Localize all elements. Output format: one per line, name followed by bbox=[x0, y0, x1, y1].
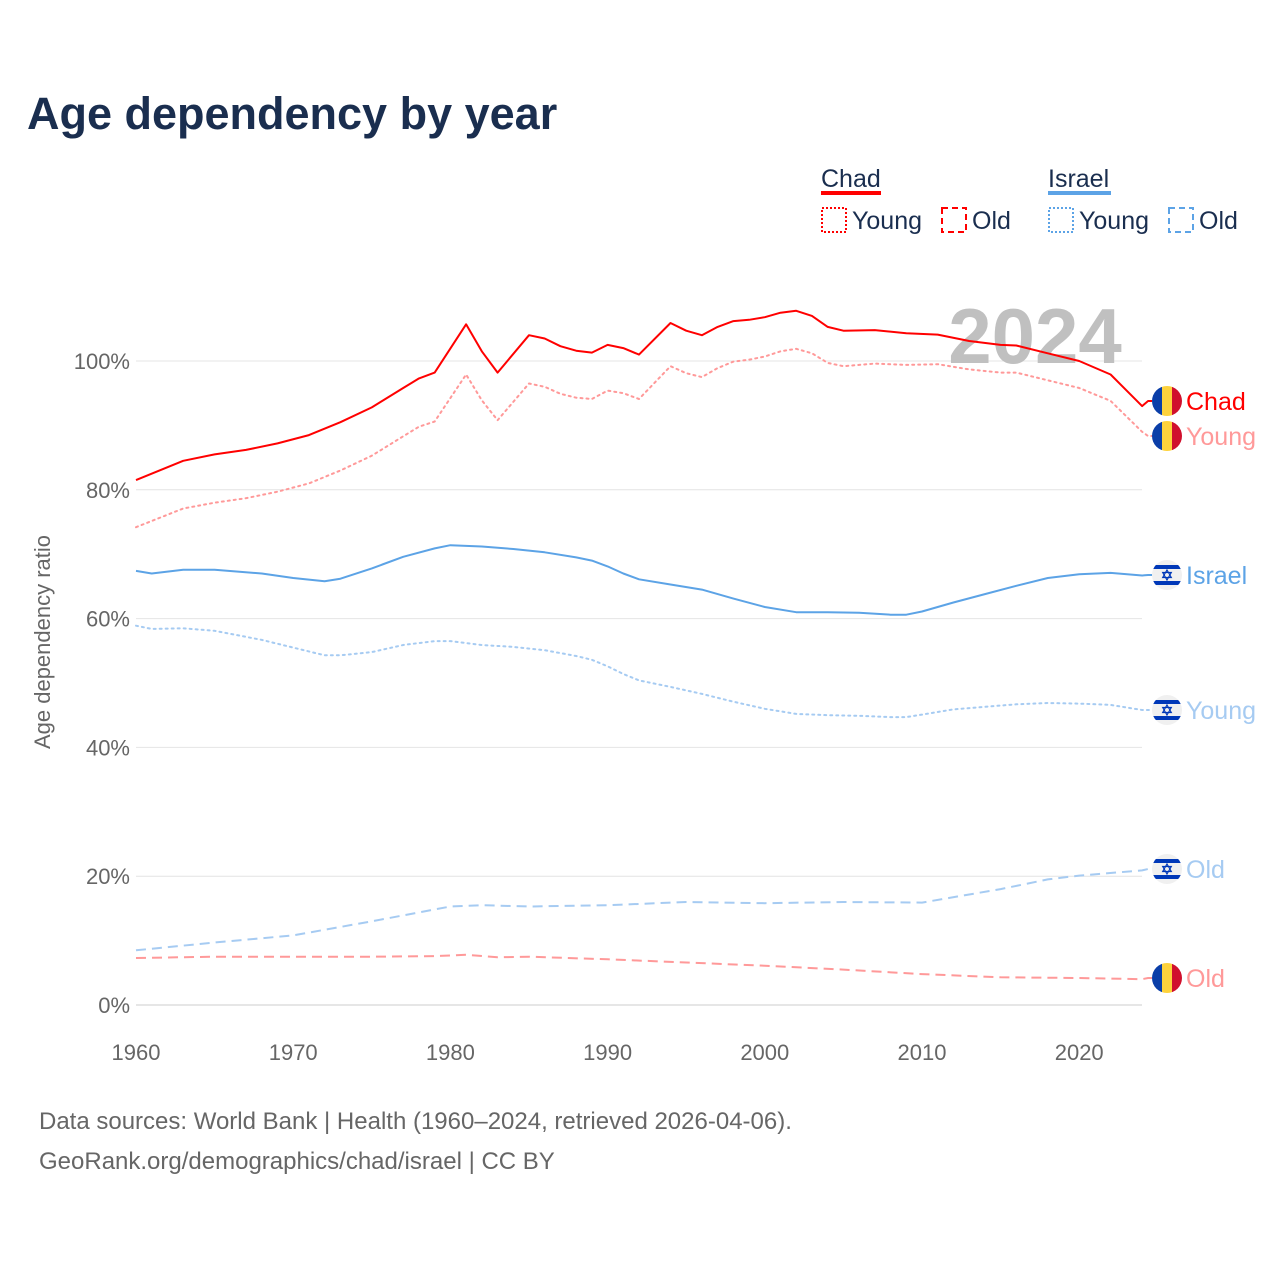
x-tick-label: 2020 bbox=[1055, 1040, 1104, 1065]
end-label-chad-old: Old bbox=[1186, 965, 1225, 993]
chad-flag-icon bbox=[1152, 386, 1182, 416]
x-tick-label: 1990 bbox=[583, 1040, 632, 1065]
legend-chad-old-swatch bbox=[941, 207, 967, 233]
legend-israel-old-swatch bbox=[1168, 207, 1194, 233]
legend-israel[interactable]: Israel bbox=[1048, 165, 1109, 193]
israel-flag-icon bbox=[1152, 695, 1182, 725]
legend-israel-old[interactable]: Old bbox=[1199, 207, 1238, 235]
israel-flag-icon bbox=[1152, 560, 1182, 590]
x-tick-label: 1980 bbox=[426, 1040, 475, 1065]
x-tick-label: 2000 bbox=[740, 1040, 789, 1065]
end-label-israel-total: Israel bbox=[1186, 562, 1247, 590]
end-label-israel-old: Old bbox=[1186, 856, 1225, 884]
legend-chad-young-swatch bbox=[821, 207, 847, 233]
end-label-israel-young: Young bbox=[1186, 697, 1256, 725]
y-tick-label: 80% bbox=[86, 478, 130, 503]
end-label-chad-total: Chad bbox=[1186, 388, 1246, 416]
series-line-chad-old bbox=[135, 953, 1152, 981]
series-line-chad-young bbox=[135, 347, 1153, 529]
israel-flag-icon bbox=[1152, 854, 1182, 884]
series-line-israel-old bbox=[135, 868, 1152, 952]
legend-israel-young-swatch bbox=[1048, 207, 1074, 233]
legend-chad[interactable]: Chad bbox=[821, 165, 881, 193]
legend-chad-old[interactable]: Old bbox=[972, 207, 1011, 235]
y-tick-label: 0% bbox=[98, 993, 130, 1018]
year-watermark: 2024 bbox=[948, 292, 1122, 380]
legend-chad-young[interactable]: Young bbox=[852, 207, 922, 235]
footer-url[interactable]: GeoRank.org/demographics/chad/israel | C… bbox=[39, 1148, 555, 1175]
legend-israel-young[interactable]: Young bbox=[1079, 207, 1149, 235]
chad-flag-icon bbox=[1152, 421, 1182, 451]
series-line-israel-total bbox=[135, 544, 1152, 616]
y-tick-label: 60% bbox=[86, 607, 130, 632]
y-axis-label: Age dependency ratio bbox=[30, 535, 55, 749]
series-line-chad-total bbox=[135, 309, 1152, 482]
chad-flag-icon bbox=[1152, 963, 1182, 993]
legend-israel-swatch bbox=[1048, 191, 1111, 195]
y-tick-label: 40% bbox=[86, 735, 130, 760]
legend-chad-swatch bbox=[821, 191, 881, 195]
series-line-israel-young bbox=[135, 624, 1153, 719]
chart-title: Age dependency by year bbox=[27, 88, 558, 139]
x-tick-label: 1960 bbox=[112, 1040, 161, 1065]
legend: Chad Young Old Israel Young Old bbox=[821, 165, 1238, 235]
y-tick-label: 20% bbox=[86, 864, 130, 889]
x-tick-label: 1970 bbox=[269, 1040, 318, 1065]
x-tick-label: 2010 bbox=[898, 1040, 947, 1065]
end-label-chad-young: Young bbox=[1186, 423, 1256, 451]
y-tick-label: 100% bbox=[74, 349, 130, 374]
footer-sources: Data sources: World Bank | Health (1960–… bbox=[39, 1108, 792, 1135]
